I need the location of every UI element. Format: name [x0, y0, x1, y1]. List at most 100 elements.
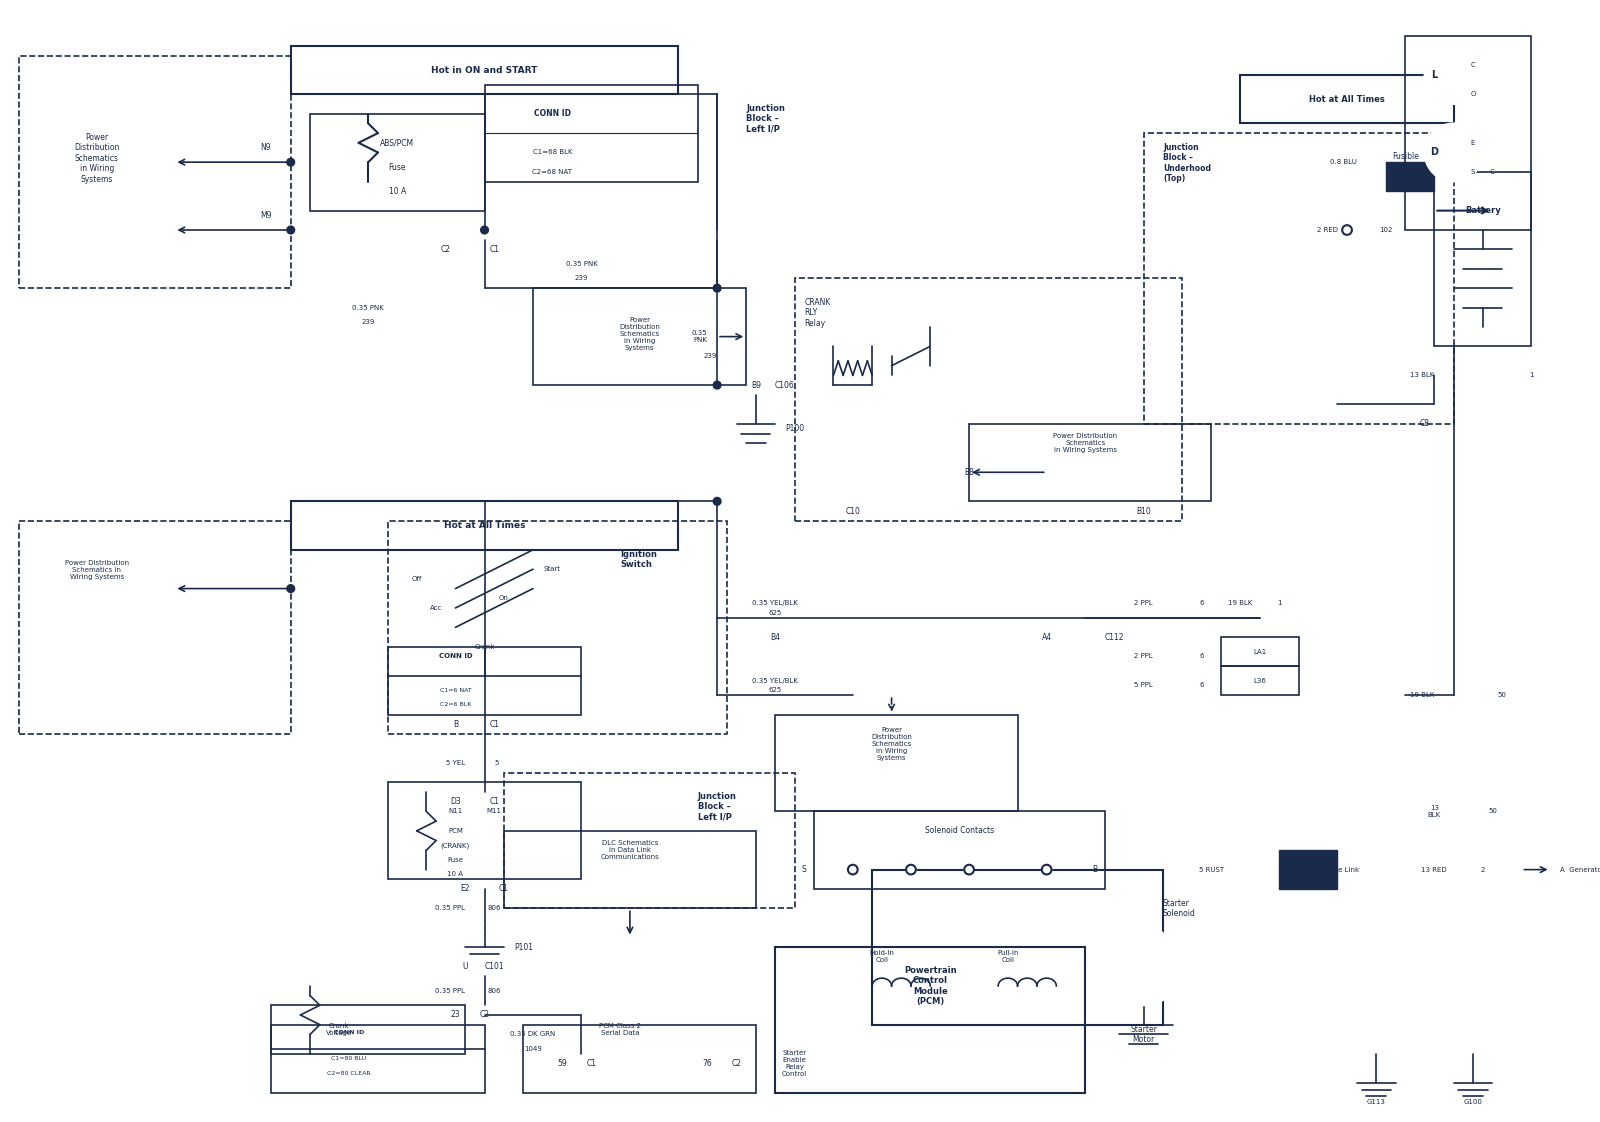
- Text: B10: B10: [1136, 506, 1150, 515]
- Text: 0.35 PNK: 0.35 PNK: [352, 304, 384, 311]
- Text: O: O: [1470, 91, 1475, 98]
- Text: Hot at All Times: Hot at All Times: [443, 521, 525, 530]
- Text: Junction
Block –
Left I/P: Junction Block – Left I/P: [746, 104, 786, 134]
- Text: 5 PPL: 5 PPL: [1134, 682, 1154, 689]
- Text: C112: C112: [1104, 633, 1125, 642]
- Text: PCM Class 2
Serial Data: PCM Class 2 Serial Data: [600, 1023, 642, 1036]
- Text: Junction
Block –
Left I/P: Junction Block – Left I/P: [698, 792, 736, 822]
- Text: D: D: [1430, 147, 1438, 157]
- Bar: [387, 521, 726, 734]
- Text: 6: 6: [1200, 600, 1203, 606]
- Text: 50: 50: [1488, 809, 1498, 815]
- Text: Acc: Acc: [430, 605, 442, 611]
- Text: Hot at All Times: Hot at All Times: [1309, 94, 1386, 103]
- Text: CONN ID: CONN ID: [438, 653, 472, 660]
- Text: B4: B4: [770, 633, 781, 642]
- Text: C2=80 CLEAR: C2=80 CLEAR: [326, 1070, 371, 1076]
- Text: 0.35 PPL: 0.35 PPL: [435, 987, 466, 994]
- Text: B: B: [453, 719, 458, 729]
- Text: 1049: 1049: [525, 1046, 542, 1052]
- Text: Pull-In
Coil: Pull-In Coil: [997, 950, 1019, 964]
- Text: C106: C106: [774, 380, 795, 389]
- Bar: [19, 521, 291, 734]
- Text: 19 BLK: 19 BLK: [1229, 600, 1253, 606]
- Text: Solenoid Contacts: Solenoid Contacts: [925, 826, 994, 836]
- Text: Power
Distribution
Schematics
in Wiring
Systems: Power Distribution Schematics in Wiring …: [74, 134, 120, 184]
- Text: C1: C1: [586, 1059, 597, 1068]
- Text: 239: 239: [704, 353, 717, 359]
- Text: 6: 6: [1200, 682, 1203, 689]
- Circle shape: [1104, 928, 1182, 1005]
- Text: CONN ID: CONN ID: [334, 1030, 365, 1034]
- Circle shape: [1424, 46, 1483, 104]
- Text: D3: D3: [450, 798, 461, 807]
- Text: 5 YEL: 5 YEL: [446, 760, 466, 766]
- Text: C2=6 BLK: C2=6 BLK: [440, 702, 470, 707]
- Text: E: E: [1470, 140, 1475, 146]
- Text: 625: 625: [768, 609, 782, 616]
- Text: M9: M9: [259, 211, 272, 220]
- Bar: [872, 870, 1163, 1024]
- Text: Power Distribution
Schematics in
Wiring Systems: Power Distribution Schematics in Wiring …: [66, 560, 130, 579]
- Text: 2 PPL: 2 PPL: [1134, 653, 1154, 660]
- Bar: [1386, 163, 1434, 191]
- Text: 10 A: 10 A: [389, 186, 406, 195]
- Text: Starter
Motor: Starter Motor: [1130, 1024, 1157, 1045]
- Circle shape: [848, 865, 858, 874]
- Text: B: B: [1093, 865, 1098, 874]
- Circle shape: [965, 865, 974, 874]
- Text: B8: B8: [965, 468, 974, 477]
- Bar: [1221, 637, 1299, 666]
- Text: Junction
Block –
Underhood
(Top): Junction Block – Underhood (Top): [1163, 142, 1211, 183]
- Bar: [1144, 134, 1454, 424]
- Text: 50: 50: [1498, 692, 1507, 698]
- Text: A  Generator: A Generator: [1560, 866, 1600, 873]
- Text: Fuse: Fuse: [389, 163, 406, 172]
- Text: CONN ID: CONN ID: [534, 109, 571, 118]
- Text: DLC Schematics
in Data Link
Communications: DLC Schematics in Data Link Communicatio…: [600, 840, 659, 861]
- Circle shape: [286, 585, 294, 592]
- Text: 2 RED: 2 RED: [1317, 227, 1338, 233]
- Bar: [19, 56, 291, 288]
- Text: 2 PPL: 2 PPL: [1134, 600, 1154, 606]
- Bar: [1240, 75, 1454, 123]
- Bar: [1405, 36, 1531, 230]
- Bar: [533, 288, 746, 385]
- Text: C: C: [1490, 168, 1494, 175]
- Text: 0.35 YEL/BLK: 0.35 YEL/BLK: [752, 600, 798, 606]
- Text: U: U: [462, 962, 467, 971]
- Text: C1: C1: [490, 245, 499, 254]
- Text: (CRANK): (CRANK): [442, 843, 470, 848]
- Text: N9: N9: [261, 144, 272, 153]
- Bar: [291, 46, 678, 94]
- Text: 10 A: 10 A: [448, 872, 464, 877]
- Text: LA1: LA1: [1253, 649, 1267, 654]
- Text: CRANK
RLY
Relay: CRANK RLY Relay: [805, 297, 830, 328]
- Bar: [485, 84, 698, 182]
- Bar: [504, 773, 795, 909]
- Text: E2: E2: [461, 884, 470, 893]
- Circle shape: [1042, 865, 1051, 874]
- Text: C1: C1: [499, 884, 509, 893]
- Text: C2=68 NAT: C2=68 NAT: [533, 168, 573, 175]
- Text: 59: 59: [557, 1059, 566, 1068]
- Bar: [776, 715, 1018, 811]
- Text: N11: N11: [448, 809, 462, 815]
- Text: C8: C8: [1419, 420, 1429, 429]
- Circle shape: [1424, 123, 1483, 182]
- Text: On: On: [499, 596, 509, 601]
- Text: P101: P101: [514, 942, 533, 951]
- Text: Battery: Battery: [1466, 206, 1501, 215]
- Text: 0.35
PNK: 0.35 PNK: [691, 330, 707, 343]
- Bar: [1434, 172, 1531, 347]
- Text: Start: Start: [544, 567, 562, 572]
- Text: G113: G113: [1366, 1100, 1386, 1105]
- Circle shape: [286, 227, 294, 233]
- Text: 5: 5: [494, 760, 499, 766]
- Text: C1: C1: [490, 798, 499, 807]
- Text: 0.35 DK GRN: 0.35 DK GRN: [510, 1031, 555, 1038]
- Text: 13 BLK: 13 BLK: [1410, 373, 1434, 378]
- Text: 23: 23: [451, 1011, 461, 1020]
- Text: C10: C10: [845, 506, 861, 515]
- Text: 0.8 BLU: 0.8 BLU: [1330, 159, 1357, 165]
